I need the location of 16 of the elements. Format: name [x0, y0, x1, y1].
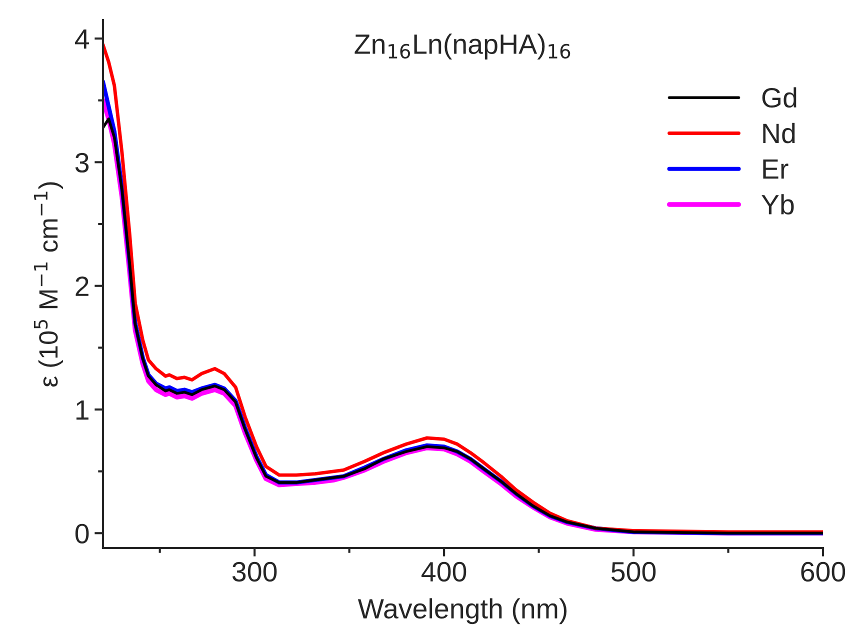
y-tick-label: 3 [75, 152, 89, 173]
legend-label: Yb [762, 194, 794, 214]
y-tick-label: 2 [76, 276, 88, 296]
y-axis-title: ε (10$^{5}$ M$^{−1}$ cm$^{−1}$) [34, 182, 63, 387]
legend-label: Nd [763, 122, 795, 144]
x-tick-label: 500 [611, 562, 656, 582]
x-tick-label: 300 [232, 562, 277, 582]
chart-title: Zn$_{16}$Ln(napHA)$_{16}$ [354, 34, 570, 60]
x-tick-label: 600 [801, 562, 846, 582]
x-tick-label: 400 [422, 562, 466, 582]
y-tick-label: 1 [76, 400, 88, 420]
y-tick-label: 4 [74, 30, 89, 49]
legend-label: Gd [762, 87, 796, 108]
legend-label: Er [763, 159, 788, 179]
y-tick-label: 0 [75, 524, 89, 544]
x-axis-title: Wavelength (nm) [358, 598, 567, 624]
